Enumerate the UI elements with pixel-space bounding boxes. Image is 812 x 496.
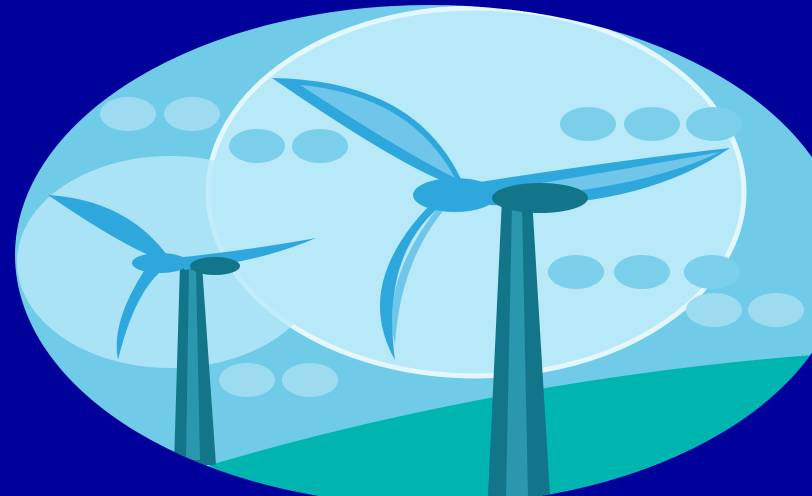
cloud-dots-dark: [229, 107, 742, 289]
large-turbine: [272, 78, 730, 496]
small-turbine: [48, 195, 316, 465]
cloud-dots: [100, 97, 804, 397]
